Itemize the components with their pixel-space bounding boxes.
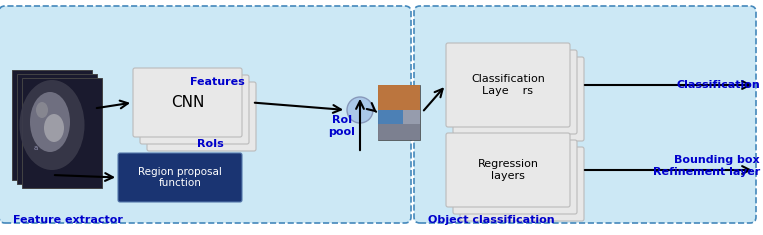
Text: Features: Features xyxy=(190,77,245,86)
FancyBboxPatch shape xyxy=(133,68,242,137)
FancyBboxPatch shape xyxy=(460,147,584,221)
Bar xyxy=(12,70,92,180)
FancyBboxPatch shape xyxy=(446,43,570,127)
FancyBboxPatch shape xyxy=(147,82,256,151)
Text: a: a xyxy=(34,145,38,151)
FancyBboxPatch shape xyxy=(0,6,411,223)
Bar xyxy=(22,78,102,188)
FancyBboxPatch shape xyxy=(453,50,577,134)
FancyBboxPatch shape xyxy=(118,153,242,202)
FancyBboxPatch shape xyxy=(414,6,756,223)
Ellipse shape xyxy=(36,102,48,118)
Ellipse shape xyxy=(20,80,85,170)
Bar xyxy=(378,110,403,124)
Circle shape xyxy=(347,97,373,123)
Bar xyxy=(403,110,420,124)
Bar xyxy=(17,74,97,184)
Ellipse shape xyxy=(30,92,70,152)
Text: Regression
layers: Regression layers xyxy=(478,159,539,181)
Text: RoIs: RoIs xyxy=(197,139,224,149)
Bar xyxy=(378,85,420,110)
FancyBboxPatch shape xyxy=(453,140,577,214)
Text: CNN: CNN xyxy=(171,95,204,110)
Bar xyxy=(378,85,420,140)
Text: RoI
pool: RoI pool xyxy=(329,115,356,137)
Text: Classification: Classification xyxy=(676,80,760,90)
FancyBboxPatch shape xyxy=(446,133,570,207)
FancyBboxPatch shape xyxy=(140,75,249,144)
Text: Region proposal
function: Region proposal function xyxy=(138,167,222,188)
FancyBboxPatch shape xyxy=(460,57,584,141)
Text: Bounding box
Refinement layer: Bounding box Refinement layer xyxy=(653,155,760,177)
Text: Feature extractor: Feature extractor xyxy=(13,215,123,225)
Ellipse shape xyxy=(44,114,64,142)
Bar xyxy=(378,124,420,140)
Text: Classification
Laye    rs: Classification Laye rs xyxy=(471,74,545,96)
Text: Object classification: Object classification xyxy=(428,215,555,225)
